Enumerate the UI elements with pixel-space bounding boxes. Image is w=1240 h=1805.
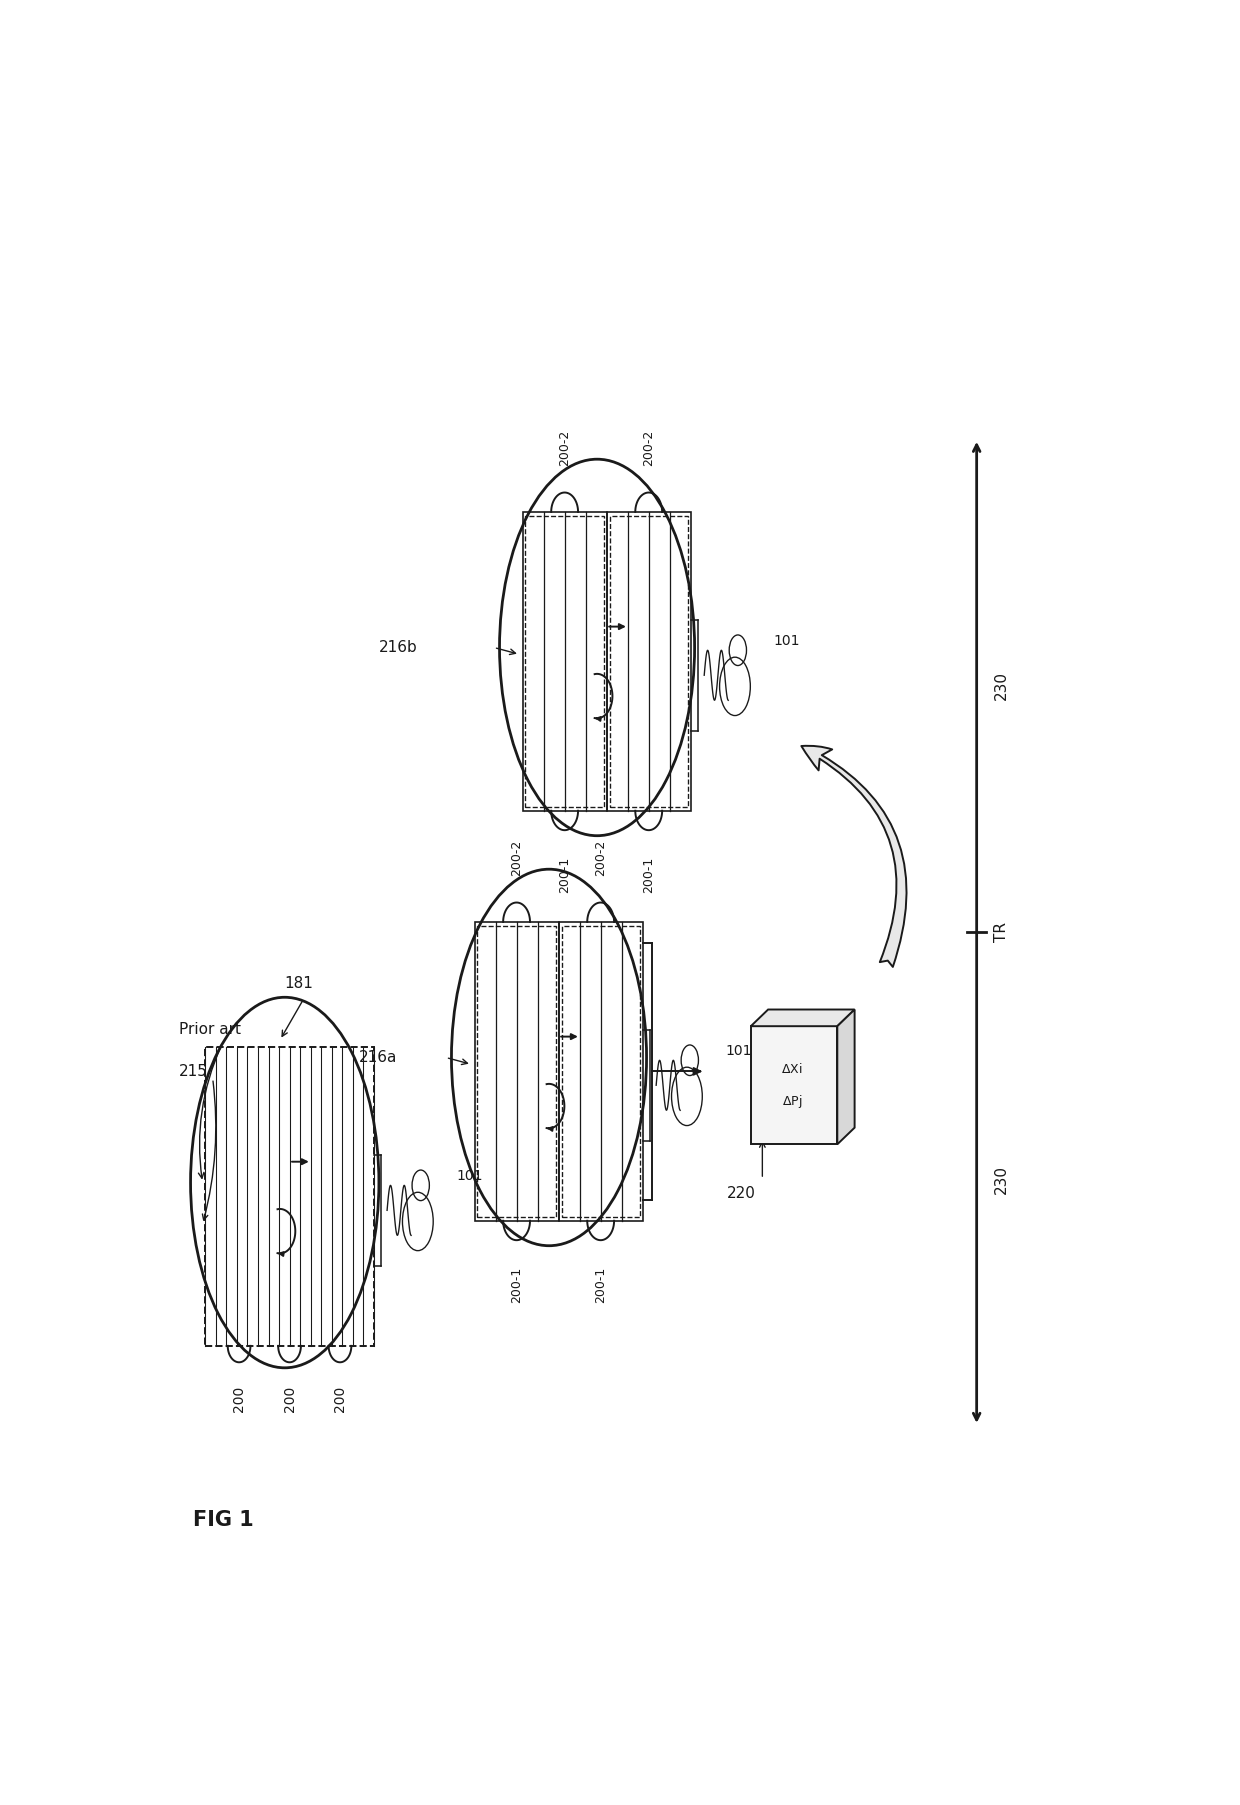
Bar [477, 926, 556, 1217]
Bar [606, 513, 691, 810]
Text: 101: 101 [456, 1168, 482, 1182]
Text: 101: 101 [774, 634, 800, 648]
Text: TR: TR [994, 922, 1009, 942]
Polygon shape [751, 1027, 837, 1144]
Bar [562, 926, 640, 1217]
Text: 200-2: 200-2 [642, 430, 655, 466]
Text: 200: 200 [283, 1386, 296, 1412]
Text: 200-1: 200-1 [594, 1267, 608, 1303]
Text: 200-1: 200-1 [510, 1267, 523, 1303]
Text: $\Delta$Pj: $\Delta$Pj [782, 1094, 802, 1110]
Bar [522, 513, 606, 810]
Text: 216a: 216a [360, 1051, 398, 1065]
Text: $\Delta$Xi: $\Delta$Xi [781, 1061, 802, 1076]
Text: 216b: 216b [378, 641, 417, 655]
Text: 200-2: 200-2 [594, 839, 608, 875]
Text: FIG 1: FIG 1 [193, 1511, 254, 1531]
Bar [475, 922, 558, 1220]
Polygon shape [837, 1009, 854, 1144]
Text: 181: 181 [285, 977, 314, 991]
Polygon shape [751, 1009, 854, 1027]
Text: 200-1: 200-1 [558, 857, 572, 893]
Text: 230: 230 [994, 1164, 1009, 1193]
Bar [526, 516, 604, 807]
Text: 220: 220 [727, 1186, 755, 1200]
Text: 200: 200 [334, 1386, 347, 1412]
Text: 200-1: 200-1 [642, 857, 655, 893]
Text: 101: 101 [725, 1043, 751, 1058]
Text: 200-2: 200-2 [558, 430, 572, 466]
Text: 200: 200 [232, 1386, 246, 1412]
Text: 230: 230 [994, 671, 1009, 700]
FancyArrowPatch shape [801, 745, 906, 967]
Bar [610, 516, 688, 807]
Text: 200-2: 200-2 [510, 839, 523, 875]
Text: 215: 215 [179, 1063, 208, 1079]
Text: Prior art: Prior art [179, 1022, 241, 1038]
Bar [206, 1047, 373, 1347]
Bar [559, 922, 642, 1220]
